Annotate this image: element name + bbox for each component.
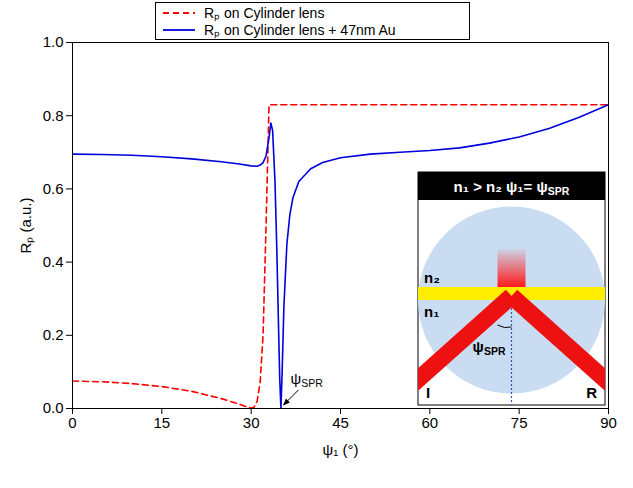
svg-text:Rₚ (a.u.): Rₚ (a.u.): [17, 197, 35, 253]
svg-text:30: 30: [243, 414, 260, 431]
svg-text:0: 0: [68, 414, 76, 431]
svg-text:n₂: n₂: [424, 269, 440, 286]
svg-text:15: 15: [153, 414, 170, 431]
svg-text:0.8: 0.8: [43, 107, 64, 124]
svg-text:90: 90: [600, 414, 617, 431]
svg-text:R: R: [586, 384, 597, 401]
svg-text:ψ₁ (°): ψ₁ (°): [323, 441, 359, 458]
svg-text:0.2: 0.2: [43, 326, 64, 343]
svg-text:0.6: 0.6: [43, 180, 64, 197]
svg-text:60: 60: [421, 414, 438, 431]
svg-text:ψSPR: ψSPR: [290, 370, 323, 389]
svg-text:1.0: 1.0: [43, 33, 64, 50]
svg-text:ψSPR: ψSPR: [473, 338, 506, 357]
svg-text:I: I: [426, 384, 430, 401]
svg-text:45: 45: [332, 414, 349, 431]
svg-text:n₁: n₁: [424, 303, 439, 320]
html-text:Rₚ on Cylinder lens + 47nm Au: Rₚ on Cylinder lens + 47nm Au: [204, 22, 396, 38]
html-text:Rₚ on Cylinder lens: Rₚ on Cylinder lens: [204, 5, 325, 21]
svg-text:n₁ > n₂ ψ₁= ψSPR: n₁ > n₂ ψ₁= ψSPR: [454, 178, 570, 197]
svg-text:0.4: 0.4: [43, 253, 64, 270]
svg-text:75: 75: [511, 414, 528, 431]
svg-text:0.0: 0.0: [43, 399, 64, 416]
